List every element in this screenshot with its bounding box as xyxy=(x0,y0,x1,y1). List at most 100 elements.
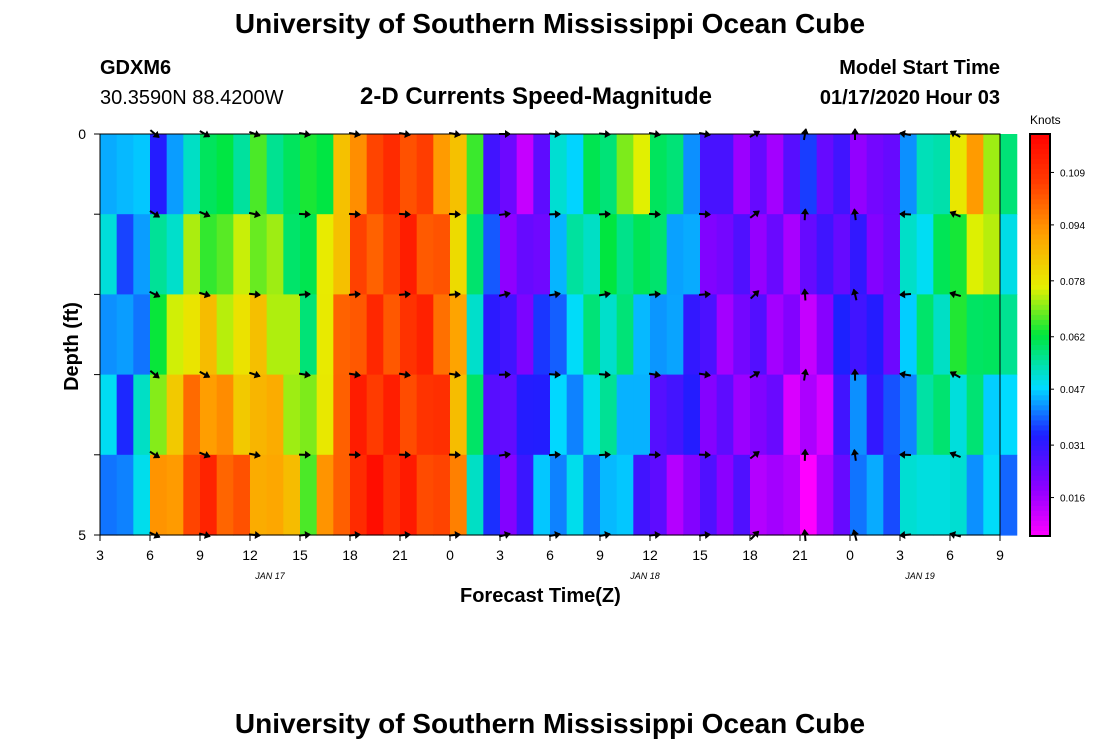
colorbar-swatch xyxy=(1030,299,1050,306)
heat-cell xyxy=(616,294,634,376)
colorbar-swatch xyxy=(1030,530,1050,537)
heat-cell xyxy=(650,454,668,536)
heat-cell xyxy=(916,134,934,215)
heat-cell xyxy=(583,134,601,215)
current-arrow xyxy=(398,210,411,219)
heat-cell xyxy=(1000,374,1018,456)
heat-cell xyxy=(1000,294,1018,376)
colorbar-swatch xyxy=(1030,309,1050,316)
heat-cell xyxy=(283,134,301,215)
heat-cell xyxy=(866,134,884,215)
heat-cell xyxy=(133,294,151,376)
colorbar-swatch xyxy=(1030,189,1050,195)
colorbar-tick-label: 0.094 xyxy=(1060,221,1085,232)
heat-cell xyxy=(483,374,501,456)
heat-cell xyxy=(700,454,718,536)
heat-cell xyxy=(950,134,968,215)
heat-cell xyxy=(533,134,551,215)
heat-cell xyxy=(600,294,618,376)
current-arrow xyxy=(749,450,760,460)
heat-cell xyxy=(433,374,451,456)
colorbar-swatch xyxy=(1030,199,1050,205)
current-arrow xyxy=(648,210,661,219)
heat-cell xyxy=(116,374,134,456)
heat-cell xyxy=(900,374,918,456)
colorbar-swatch xyxy=(1030,249,1050,256)
colorbar-swatch xyxy=(1030,229,1050,236)
colorbar-swatch xyxy=(1030,450,1050,457)
heat-cell xyxy=(183,214,201,295)
colorbar-swatch xyxy=(1030,340,1050,346)
colorbar: 0.109 0.094 0.078 0.062 0.047 0.031 0.016 xyxy=(1029,133,1085,537)
heat-cell xyxy=(633,374,651,456)
colorbar-swatch xyxy=(1030,390,1050,396)
heat-cell xyxy=(483,294,501,376)
heat-cell xyxy=(900,454,918,536)
x-tick-label: 15 xyxy=(292,547,308,563)
heat-cell xyxy=(716,214,734,295)
heat-cell xyxy=(983,214,1001,295)
heat-cell xyxy=(683,214,701,295)
x-tick-label: 18 xyxy=(742,547,758,563)
heat-cell xyxy=(316,214,334,295)
heat-cell xyxy=(366,374,384,456)
colorbar-swatch xyxy=(1030,355,1050,361)
colorbar-tick-label: 0.047 xyxy=(1060,385,1085,396)
heat-cell xyxy=(650,214,668,295)
current-arrow xyxy=(199,451,211,459)
current-arrow xyxy=(448,290,461,299)
heat-cell xyxy=(750,374,768,456)
current-arrow xyxy=(498,290,511,299)
colorbar-swatch xyxy=(1030,505,1050,512)
colorbar-swatch xyxy=(1030,329,1050,336)
heat-cell xyxy=(800,134,818,215)
heat-cell xyxy=(800,454,818,536)
colorbar-tick-label: 0.109 xyxy=(1060,168,1085,179)
heat-cell xyxy=(350,214,368,295)
heat-cell xyxy=(733,134,751,215)
current-arrow xyxy=(548,290,561,299)
current-arrow xyxy=(149,290,161,298)
model-start-time: 01/17/2020 Hour 03 xyxy=(819,87,1000,109)
heat-cell xyxy=(450,294,468,376)
heat-cell xyxy=(633,454,651,536)
heat-cell xyxy=(266,294,284,376)
heat-cell xyxy=(766,454,784,536)
footer-title: University of Southern Mississippi Ocean… xyxy=(234,708,866,739)
colorbar-swatch xyxy=(1030,174,1050,180)
colorbar-tick-label: 0.078 xyxy=(1060,277,1085,288)
heat-cell xyxy=(1000,214,1018,295)
heat-cell xyxy=(550,294,568,376)
colorbar-swatch xyxy=(1030,239,1050,246)
heat-cell xyxy=(150,214,168,295)
heat-cell xyxy=(816,294,834,376)
colorbar-swatch xyxy=(1030,415,1050,422)
current-arrow xyxy=(598,370,611,379)
chart: 3 6 9 12 15 18 21 0 3 6 9 12 15 18 21 0 3 6 9 JAN 17 JAN 18 J… xyxy=(78,126,1085,581)
current-arrow xyxy=(298,290,311,299)
heat-cell xyxy=(983,134,1001,215)
y-tick-label: 0 xyxy=(78,126,86,142)
heat-cell xyxy=(133,214,151,295)
heat-cell xyxy=(833,214,851,295)
heat-cell xyxy=(850,214,868,295)
current-arrow xyxy=(899,290,912,299)
heat-cell xyxy=(666,454,684,536)
heat-cell xyxy=(150,374,168,456)
current-arrow xyxy=(801,368,809,381)
heat-cell xyxy=(400,214,418,295)
heat-cell xyxy=(100,374,118,456)
heat-cell xyxy=(183,374,201,456)
heat-cell xyxy=(1000,454,1018,536)
heat-cell xyxy=(366,454,384,536)
heat-cell xyxy=(383,374,401,456)
colorbar-swatch xyxy=(1030,440,1050,447)
colorbar-swatch xyxy=(1030,345,1050,351)
colorbar-swatch xyxy=(1030,259,1050,266)
colorbar-swatch xyxy=(1030,219,1050,226)
heat-cell xyxy=(366,214,384,295)
current-arrow xyxy=(698,450,711,459)
current-arrow xyxy=(851,448,859,461)
current-arrow xyxy=(598,450,611,459)
colorbar-swatch xyxy=(1030,420,1050,427)
